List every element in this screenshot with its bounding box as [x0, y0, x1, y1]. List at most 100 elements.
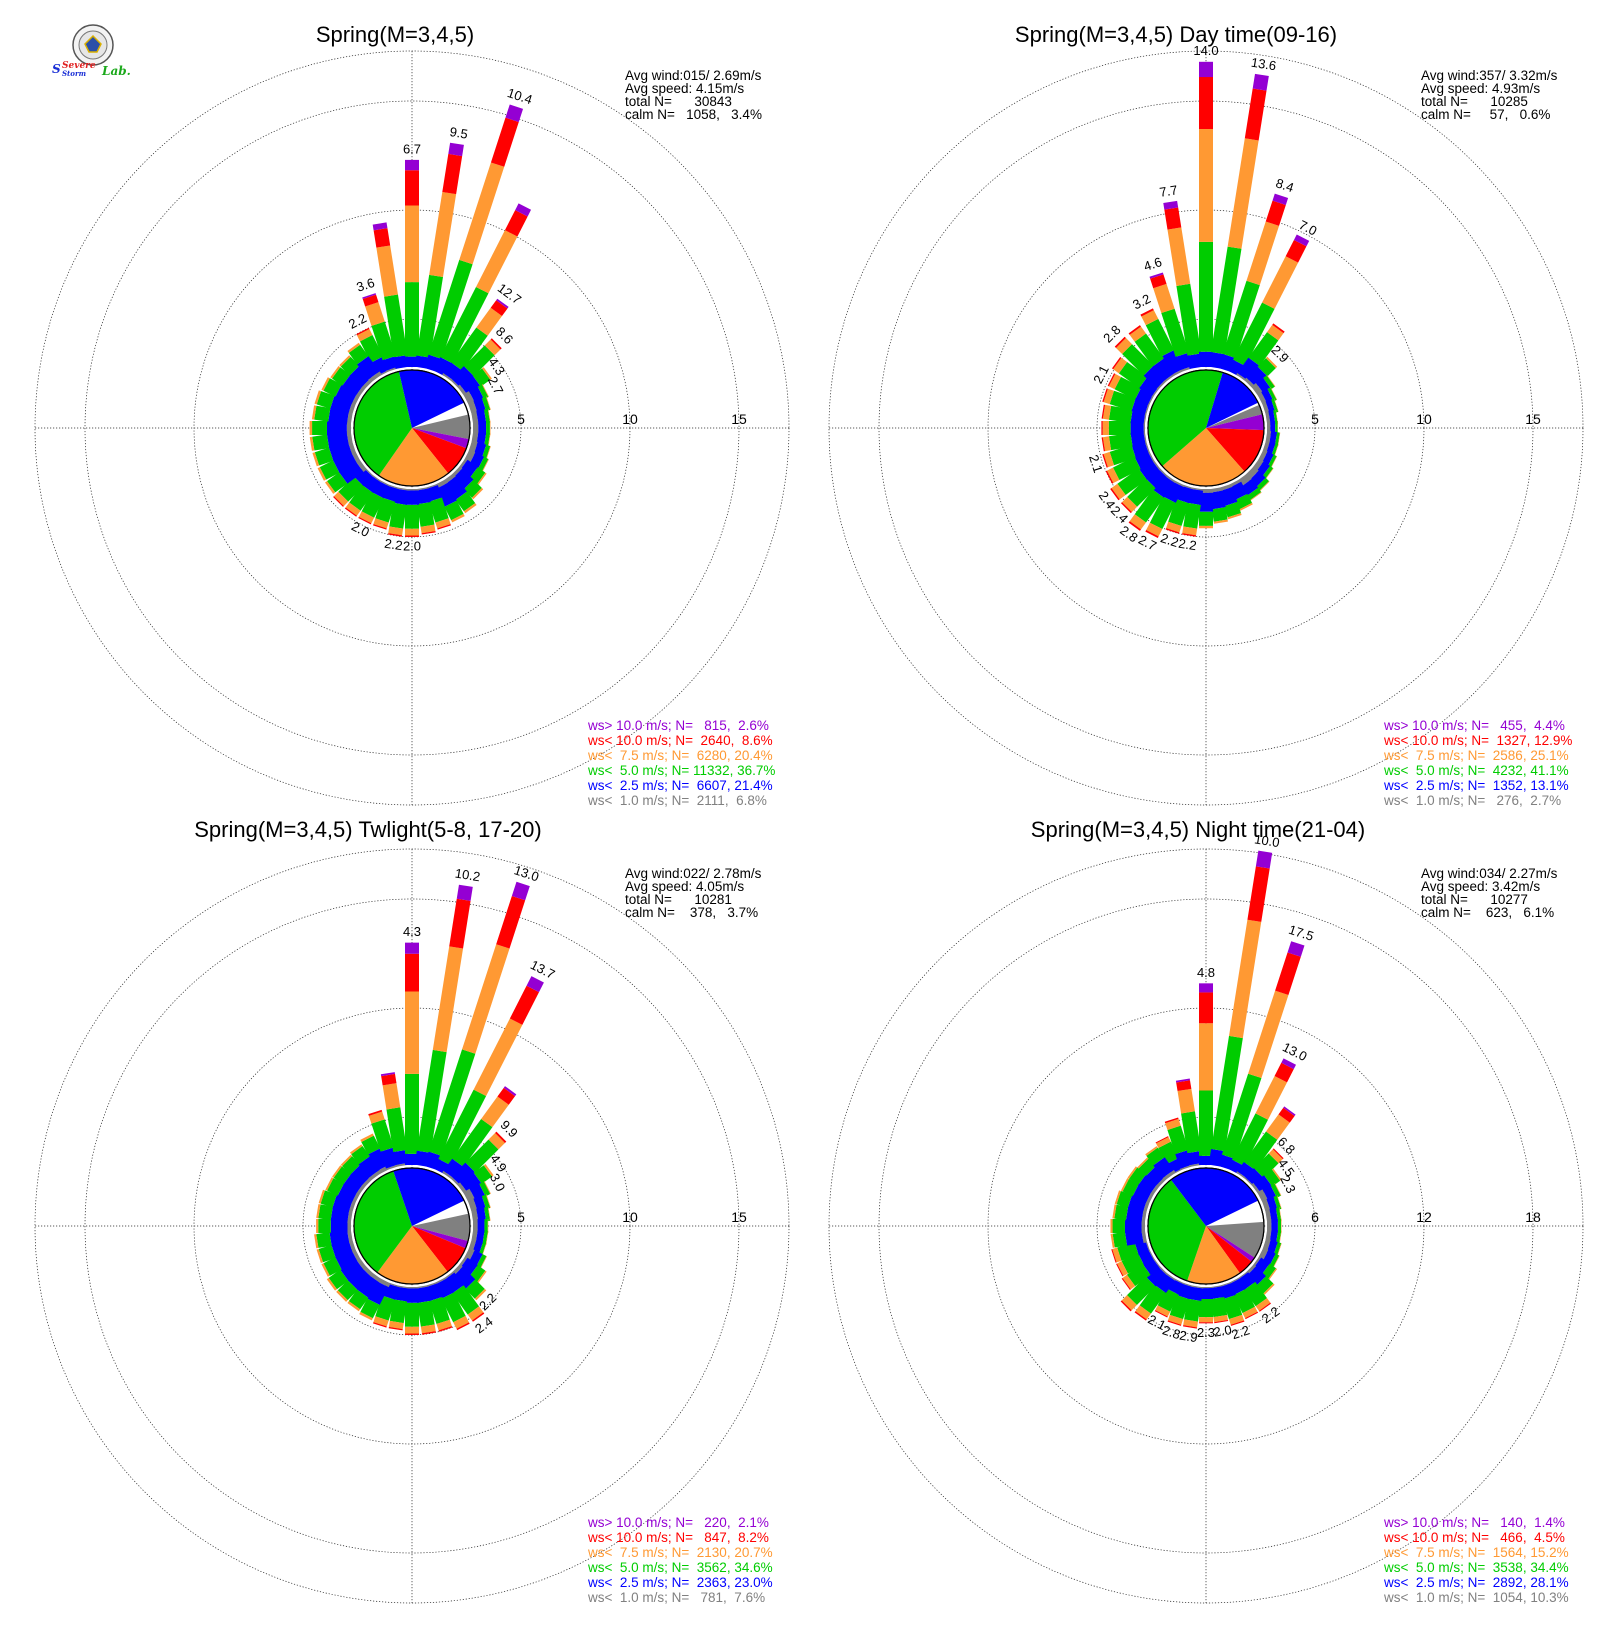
pie-slice-gt10 — [1206, 1226, 1255, 1262]
bar-segment-lt5 — [1270, 1183, 1281, 1198]
bar-label: 2.7 — [1136, 532, 1159, 554]
bar-segment-gt10 — [1199, 61, 1213, 78]
bar-segment-lt5 — [1167, 1125, 1189, 1155]
bar-segment-lt5 — [1273, 1241, 1282, 1257]
bar-label: 13.0 — [512, 862, 541, 884]
bar-label: 2.2 — [1230, 1322, 1252, 1342]
bar-segment-lt5 — [1112, 1231, 1128, 1248]
bar-segment-gt10 — [405, 942, 419, 954]
bar-segment-lt75 — [1229, 919, 1262, 1039]
bar-segment-lt5 — [405, 1302, 419, 1327]
bar-segment-lt25 — [1161, 349, 1184, 375]
bar-segment-lt5 — [1134, 489, 1164, 523]
legend-entry-lt1: ws< 1.0 m/s; N= 1054, 10.3% — [1383, 1590, 1569, 1605]
severe-storm-lab-logo: S Severe Storm Lab. — [52, 24, 131, 78]
legend-entry-lt5: ws< 5.0 m/s; N= 4232, 41.1% — [1383, 763, 1569, 778]
bar-label: 2.3 — [1197, 1325, 1215, 1340]
bar-segment-lt10 — [373, 228, 391, 248]
bar-segment-lt10 — [1114, 336, 1126, 348]
bar-segment-lt5 — [438, 1089, 487, 1166]
bar-label: 2.1 — [1090, 363, 1112, 386]
bar-segment-lt5 — [1253, 1153, 1279, 1179]
ring-tick-label: 10 — [622, 1209, 638, 1225]
bar-segment-lt75 — [1111, 483, 1126, 500]
bar-segment-lt75 — [480, 1256, 488, 1269]
bar-label: 2.0 — [1213, 1322, 1233, 1340]
bar-segment-lt75 — [487, 408, 491, 423]
bar-segment-lt75 — [1121, 1295, 1137, 1311]
legend-entry-lt25: ws< 2.5 m/s; N= 1352, 13.1% — [1383, 778, 1569, 793]
wind-rose-panel-2: 5 10 153.24.67.714.013.68.47.02.92.82.12.1… — [828, 22, 1584, 808]
ring-tick-label: 5 — [1311, 411, 1319, 427]
ring-tick-label: 10 — [622, 411, 638, 427]
bar-segment-lt10 — [1199, 1322, 1213, 1324]
bar-segment-lt10 — [1265, 200, 1286, 226]
bar-segment-lt5 — [1275, 1230, 1282, 1245]
bar-segment-lt75 — [1265, 1114, 1290, 1140]
bar-segment-lt75 — [1248, 990, 1289, 1079]
bar-segment-lt75 — [321, 377, 330, 391]
bar-segment-lt75 — [1276, 1195, 1282, 1209]
pie-slice-lt75 — [378, 428, 449, 486]
bar-segment-lt5 — [1134, 333, 1164, 367]
stat-calm: calm N= 378, 3.7% — [625, 905, 758, 920]
bar-segment-lt10 — [1199, 77, 1213, 129]
bar-segment-lt5 — [1222, 1294, 1243, 1320]
bar-segment-lt75 — [321, 1263, 330, 1277]
bar-segment-lt5 — [1246, 487, 1262, 501]
bar-segment-lt75 — [1102, 404, 1112, 420]
stat-total: total N= 30843 — [625, 94, 732, 109]
stat-avg-wind: Avg wind:357/ 3.32m/s — [1421, 68, 1558, 83]
bar-segment-lt75 — [1262, 256, 1299, 309]
bar-segment-lt75 — [1255, 1076, 1288, 1120]
bar-segment-lt5 — [1121, 1252, 1145, 1274]
bar-segment-lt25 — [1138, 1173, 1159, 1194]
bar-segment-lt75 — [1270, 456, 1278, 469]
bar-label: 7.7 — [1158, 182, 1178, 200]
bar-segment-lt75 — [487, 1206, 491, 1221]
bar-segment-lt75 — [1153, 283, 1175, 314]
bar-segment-lt25 — [367, 1148, 389, 1172]
stat-avg-wind: Avg wind:034/ 2.27m/s — [1421, 866, 1558, 881]
bar-segment-lt25 — [329, 1229, 350, 1246]
bar-segment-lt5 — [452, 1285, 480, 1315]
bar-segment-lt25 — [367, 1280, 389, 1305]
legend-entry-lt5: ws< 5.0 m/s; N= 3538, 34.4% — [1383, 1560, 1569, 1575]
bar-segment-lt75 — [435, 518, 451, 529]
bar-segment-lt75 — [487, 433, 491, 448]
bar-segment-lt75 — [347, 342, 361, 353]
bar-segment-gt10 — [1272, 193, 1289, 205]
legend-entry-lt10: ws< 10.0 m/s; N= 466, 4.5% — [1383, 1530, 1565, 1545]
bar-segment-lt75 — [473, 1018, 523, 1096]
bar-segment-gt10 — [1293, 234, 1310, 247]
bar-segment-lt5 — [473, 1165, 492, 1184]
bar-segment-lt10 — [1285, 239, 1307, 263]
bar-segment-lt10 — [495, 1131, 507, 1143]
bar-label: 2.8 — [1161, 1322, 1183, 1342]
bar-segment-lt5 — [1113, 456, 1141, 481]
bar-segment-lt5 — [389, 1299, 408, 1324]
bar-segment-lt5 — [1158, 1141, 1180, 1165]
bar-segment-lt75 — [477, 1270, 487, 1283]
bar-segment-lt5 — [484, 408, 491, 424]
bar-segment-lt5 — [478, 1241, 487, 1257]
bar-segment-lt5 — [1221, 1073, 1262, 1159]
bar-segment-lt75 — [485, 1194, 491, 1208]
bar-segment-gt10 — [505, 104, 524, 123]
bar-segment-lt25 — [435, 482, 457, 507]
bar-segment-lt75 — [405, 991, 419, 1074]
bar-label: 7.0 — [1297, 217, 1320, 239]
bar-segment-lt5 — [1248, 332, 1279, 366]
bar-segment-lt75 — [1265, 356, 1278, 369]
bar-segment-lt25 — [452, 1266, 476, 1290]
ring-tick-label: 15 — [731, 411, 747, 427]
bar-segment-lt10 — [368, 1109, 383, 1116]
bar-segment-lt10 — [1111, 1249, 1117, 1263]
bar-segment-lt75 — [360, 1133, 374, 1142]
stat-avg-wind: Avg wind:015/ 2.69m/s — [625, 68, 762, 83]
bar-segment-lt5 — [479, 1181, 491, 1197]
bar-label: 2.2 — [1177, 536, 1197, 554]
bar-segment-lt5 — [1117, 1241, 1139, 1261]
bar-label: 6.7 — [403, 141, 421, 156]
ring-tick-label: 5 — [517, 411, 525, 427]
